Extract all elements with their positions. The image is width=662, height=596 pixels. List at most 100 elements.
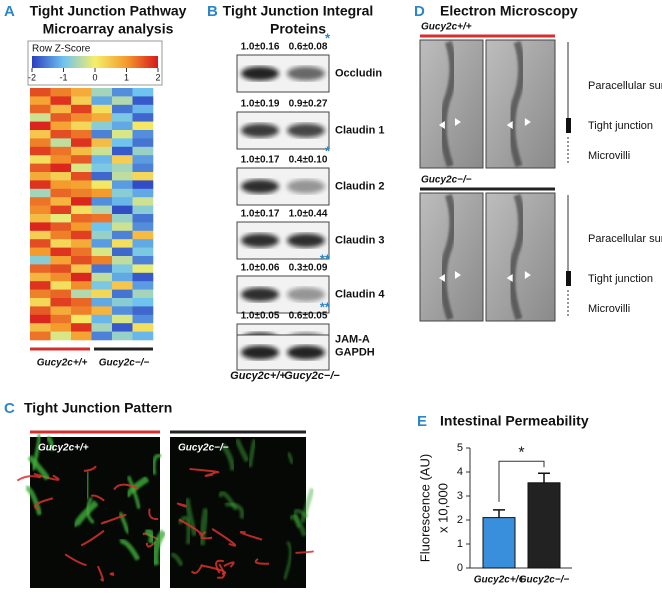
heatmap-cell [50, 138, 72, 148]
heatmap-cell [71, 323, 92, 332]
heatmap-cell [71, 113, 92, 122]
heatmap-cell [50, 214, 72, 223]
heatmap-cell [30, 205, 51, 215]
heatmap-cell [71, 272, 92, 282]
heatmap-cell [50, 88, 72, 97]
protein-label: Claudin 3 [335, 234, 385, 246]
fluor-green [247, 439, 257, 468]
fluor-green [170, 551, 184, 567]
fluor-red [190, 564, 203, 575]
heatmap-cell [71, 130, 92, 139]
heatmap-cell [71, 239, 92, 248]
heatmap-cell [30, 113, 51, 122]
group-label: Gucy2c+/+ [37, 358, 88, 369]
fluor-red [223, 561, 235, 568]
quant-label: 0.6±0.08 [289, 42, 328, 53]
panel-letter: B [207, 3, 218, 20]
fluor-red [34, 497, 54, 511]
quant-label: 1.0±0.44 [289, 209, 328, 220]
heatmap-cell [132, 138, 154, 148]
heatmap-cell [91, 163, 113, 173]
bar [482, 517, 516, 569]
heatmap-cell [132, 197, 154, 206]
heatmap-cell [91, 331, 113, 341]
heatmap-cell [112, 239, 133, 248]
group-label: Gucy2c−/− [421, 175, 472, 186]
fluor-red [96, 565, 104, 582]
heatmap-cell [132, 88, 154, 97]
quant-label: 0.4±0.10 [289, 155, 328, 166]
chart-title: Intestinal Permeability [440, 413, 589, 429]
heatmap-cell [112, 163, 133, 173]
quant-label: 1.0±0.17 [241, 155, 280, 166]
significance: ** [320, 299, 331, 314]
color-key-bar [32, 56, 158, 68]
heatmap-cell [91, 247, 113, 257]
fluor-green [198, 507, 210, 546]
heatmap-cell [71, 172, 92, 181]
heatmap-cell [91, 197, 113, 206]
heatmap-cell [112, 96, 133, 106]
panel-title: Tight Junction Pattern [24, 400, 172, 416]
fluor-red [64, 553, 87, 567]
heatmap-cell [50, 289, 72, 299]
heatmap-cell [112, 272, 133, 282]
heatmap-cell [50, 230, 72, 240]
heatmap-cell [30, 146, 51, 156]
heatmap-cell [30, 331, 51, 341]
scale-tj [566, 271, 571, 286]
heatmap-cell [71, 298, 92, 307]
heatmap-cell [71, 314, 92, 324]
panel-title: Tight Junction Integral [223, 3, 374, 19]
heatmap-cell [112, 289, 133, 299]
y-axis-label: Fluorescence (AU) [417, 454, 432, 562]
heatmap-cell [132, 306, 154, 316]
heatmap-cell [132, 331, 154, 341]
heatmap-cell [91, 113, 113, 122]
panel-title: Microarray analysis [43, 21, 174, 37]
legend-tick-label: 2 [155, 72, 160, 82]
legend-tick-label: 1 [124, 72, 129, 82]
heatmap-cell [50, 306, 72, 316]
heatmap-cell [132, 323, 154, 332]
fluor-green [225, 502, 245, 520]
y-tick-label: 0 [457, 562, 463, 574]
heatmap-cell [132, 130, 154, 139]
legend-title: Row Z-Score [32, 44, 91, 55]
heatmap-cell [71, 264, 92, 274]
heatmap-cell [112, 155, 133, 164]
fluor-red [200, 530, 213, 540]
panel-letter: C [4, 400, 15, 417]
heatmap-cell [91, 172, 113, 181]
heatmap-cell [50, 180, 72, 190]
heatmap-cell [50, 130, 72, 139]
heatmap-cell [112, 298, 133, 307]
fluor-green [119, 538, 141, 561]
heatmap-cell [30, 272, 51, 282]
heatmap-cell [71, 306, 92, 316]
heatmap-cell [30, 130, 51, 139]
fluor-red [113, 483, 139, 491]
heatmap-cell [132, 104, 154, 114]
heatmap-cell [91, 104, 113, 114]
heatmap-cell [132, 113, 154, 122]
heatmap-cell [30, 289, 51, 299]
heatmap-cell [91, 96, 113, 106]
fluorescence-image [170, 437, 306, 588]
heatmap-cell [30, 230, 51, 240]
heatmap-cell [50, 104, 72, 114]
heatmap-cell [71, 138, 92, 148]
heatmap-cell [112, 130, 133, 139]
heatmap-cell [71, 188, 92, 198]
heatmap-cell [91, 121, 113, 131]
heatmap-cell [91, 281, 113, 290]
fluor-green [184, 498, 198, 537]
heatmap-cell [50, 264, 72, 274]
heatmap-cell [112, 323, 133, 332]
x-tick-label: Gucy2c+/+ [474, 575, 525, 586]
heatmap-cell [132, 155, 154, 164]
heatmap-cell [50, 272, 72, 282]
significance: * [325, 143, 331, 158]
fluor-red [148, 508, 159, 521]
